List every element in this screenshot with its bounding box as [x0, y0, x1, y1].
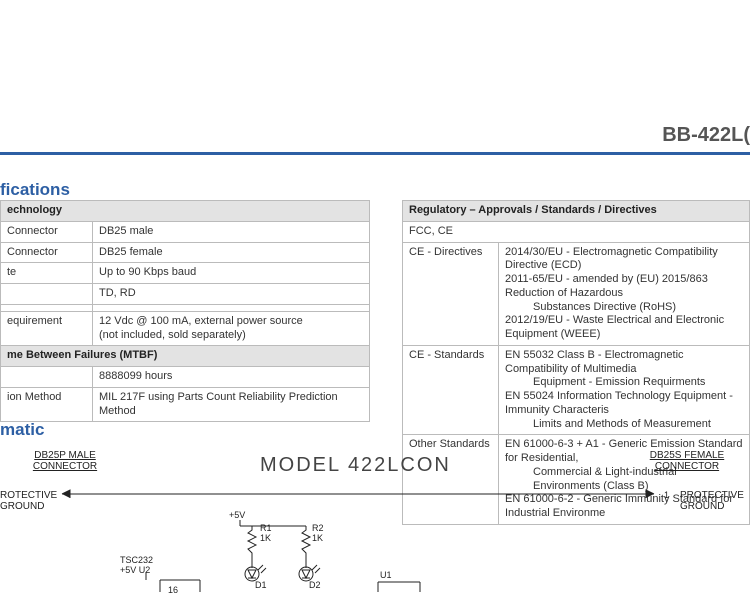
schematic-heading: matic	[0, 420, 44, 440]
specifications-heading: fications	[0, 180, 70, 200]
left-spec-table: echnologyConnectorDB25 maleConnectorDB25…	[0, 200, 370, 422]
schematic-svg	[0, 442, 750, 592]
divider-rule	[0, 152, 750, 155]
schematic-diagram: DB25P MALECONNECTOR DB25S FEMALECONNECTO…	[0, 442, 750, 592]
product-code: BB-422L(	[662, 124, 750, 147]
